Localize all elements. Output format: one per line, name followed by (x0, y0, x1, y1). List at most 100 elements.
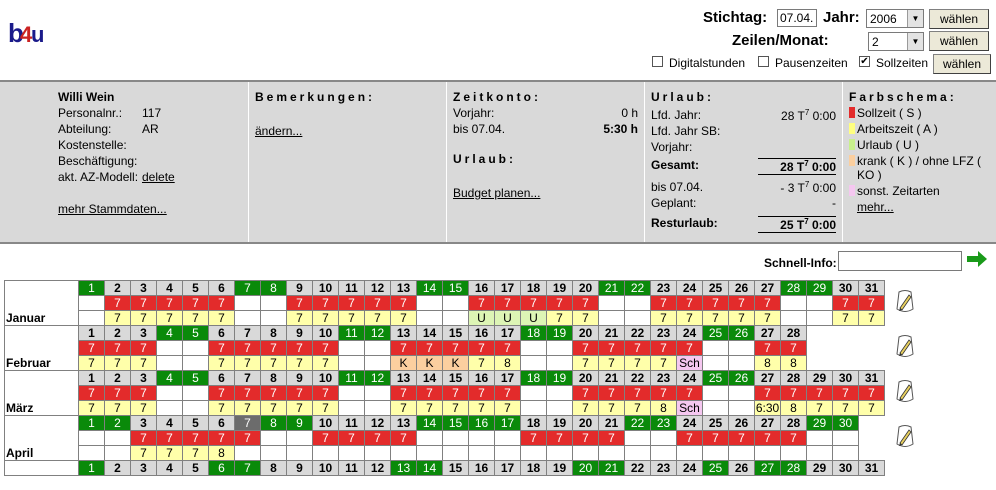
soll-cell[interactable] (728, 340, 755, 356)
day-number-cell[interactable]: 23 (650, 370, 677, 386)
day-number-cell[interactable]: 5 (182, 370, 209, 386)
ist-cell[interactable]: 7 (156, 445, 183, 461)
soll-cell[interactable] (286, 430, 313, 446)
soll-cell[interactable]: 7 (754, 430, 781, 446)
day-number-cell[interactable]: 17 (494, 460, 521, 476)
soll-cell[interactable]: 7 (234, 340, 261, 356)
soll-cell[interactable] (234, 295, 261, 311)
day-number-cell[interactable]: 17 (494, 415, 521, 431)
ist-cell[interactable] (806, 310, 833, 326)
ist-cell[interactable] (416, 310, 443, 326)
ist-cell[interactable]: 8 (208, 445, 235, 461)
ist-cell[interactable]: 7 (78, 355, 105, 371)
ist-cell[interactable] (234, 445, 261, 461)
day-number-cell[interactable]: 4 (156, 415, 183, 431)
ist-cell[interactable]: 8 (494, 355, 521, 371)
soll-cell[interactable]: 7 (312, 295, 339, 311)
day-number-cell[interactable]: 5 (182, 415, 209, 431)
day-number-cell[interactable]: 23 (650, 280, 677, 296)
soll-cell[interactable]: 7 (390, 430, 417, 446)
day-number-cell[interactable]: 30 (832, 415, 859, 431)
day-number-cell[interactable]: 1 (78, 460, 105, 476)
soll-cell[interactable]: 7 (598, 430, 625, 446)
soll-cell[interactable]: 7 (754, 340, 781, 356)
ist-cell[interactable]: U (520, 310, 547, 326)
soll-cell[interactable]: 7 (130, 340, 157, 356)
day-number-cell[interactable]: 23 (650, 415, 677, 431)
day-number-cell[interactable]: 9 (286, 280, 313, 296)
ist-cell[interactable] (78, 310, 105, 326)
digitalstunden-checkbox[interactable] (652, 56, 663, 67)
soll-cell[interactable] (624, 295, 651, 311)
soll-cell[interactable]: 7 (390, 385, 417, 401)
day-number-cell[interactable]: 8 (260, 280, 287, 296)
ist-cell[interactable]: 7 (260, 400, 287, 416)
day-number-cell[interactable]: 8 (260, 325, 287, 341)
soll-cell[interactable] (442, 295, 469, 311)
ist-cell[interactable]: 8 (780, 400, 807, 416)
day-number-cell[interactable]: 16 (468, 370, 495, 386)
soll-cell[interactable] (416, 430, 443, 446)
ist-cell[interactable]: 7 (130, 310, 157, 326)
day-number-cell[interactable]: 1 (78, 280, 105, 296)
soll-cell[interactable]: 7 (572, 295, 599, 311)
soll-cell[interactable] (156, 385, 183, 401)
ist-cell[interactable] (598, 445, 625, 461)
ist-cell[interactable]: 7 (208, 400, 235, 416)
day-number-cell[interactable]: 14 (416, 415, 443, 431)
ist-cell[interactable] (156, 400, 183, 416)
budget-planen-link[interactable]: Budget planen... (453, 186, 541, 200)
zeilen-select[interactable]: 2 ▼ (868, 32, 924, 51)
soll-cell[interactable]: 7 (572, 385, 599, 401)
day-number-cell[interactable]: 15 (442, 460, 469, 476)
soll-cell[interactable] (156, 340, 183, 356)
day-number-cell[interactable]: 3 (130, 325, 157, 341)
soll-cell[interactable] (780, 295, 807, 311)
soll-cell[interactable]: 7 (728, 430, 755, 446)
ist-cell[interactable]: 7 (858, 310, 885, 326)
day-number-cell[interactable]: 5 (182, 280, 209, 296)
soll-cell[interactable]: 7 (624, 385, 651, 401)
soll-cell[interactable]: 7 (364, 295, 391, 311)
day-number-cell[interactable]: 13 (390, 460, 417, 476)
day-number-cell[interactable]: 17 (494, 280, 521, 296)
day-number-cell[interactable]: 2 (104, 370, 131, 386)
soll-cell[interactable]: 7 (364, 430, 391, 446)
soll-cell[interactable]: 7 (546, 430, 573, 446)
ist-cell[interactable]: 7 (286, 400, 313, 416)
day-number-cell[interactable]: 28 (780, 370, 807, 386)
soll-cell[interactable]: 7 (390, 340, 417, 356)
day-number-cell[interactable]: 10 (312, 415, 339, 431)
day-number-cell[interactable]: 22 (624, 325, 651, 341)
day-number-cell[interactable]: 1 (78, 370, 105, 386)
ist-cell[interactable]: 7 (234, 355, 261, 371)
ist-cell[interactable] (364, 400, 391, 416)
sollzeiten-checkbox[interactable]: ✔ (859, 56, 870, 67)
day-number-cell[interactable]: 28 (780, 325, 807, 341)
day-number-cell[interactable]: 15 (442, 280, 469, 296)
day-number-cell[interactable]: 25 (702, 325, 729, 341)
soll-cell[interactable] (364, 340, 391, 356)
day-number-cell[interactable]: 25 (702, 280, 729, 296)
ist-cell[interactable]: 7 (130, 445, 157, 461)
day-number-cell[interactable]: 28 (780, 280, 807, 296)
soll-cell[interactable]: 7 (312, 385, 339, 401)
day-number-cell[interactable]: 8 (260, 370, 287, 386)
ist-cell[interactable] (338, 400, 365, 416)
soll-cell[interactable]: 7 (260, 385, 287, 401)
ist-cell[interactable] (312, 445, 339, 461)
day-number-cell[interactable]: 25 (702, 370, 729, 386)
ist-cell[interactable]: 7 (572, 310, 599, 326)
day-number-cell[interactable]: 15 (442, 415, 469, 431)
day-number-cell[interactable]: 7 (234, 325, 261, 341)
ist-cell[interactable] (468, 445, 495, 461)
day-number-cell[interactable]: 2 (104, 325, 131, 341)
soll-cell[interactable]: 7 (208, 430, 235, 446)
soll-cell[interactable]: 7 (208, 385, 235, 401)
soll-cell[interactable]: 7 (78, 385, 105, 401)
ist-cell[interactable] (338, 445, 365, 461)
soll-cell[interactable]: 7 (780, 430, 807, 446)
day-number-cell[interactable]: 24 (676, 415, 703, 431)
soll-cell[interactable]: 7 (156, 295, 183, 311)
day-number-cell[interactable]: 18 (520, 370, 547, 386)
